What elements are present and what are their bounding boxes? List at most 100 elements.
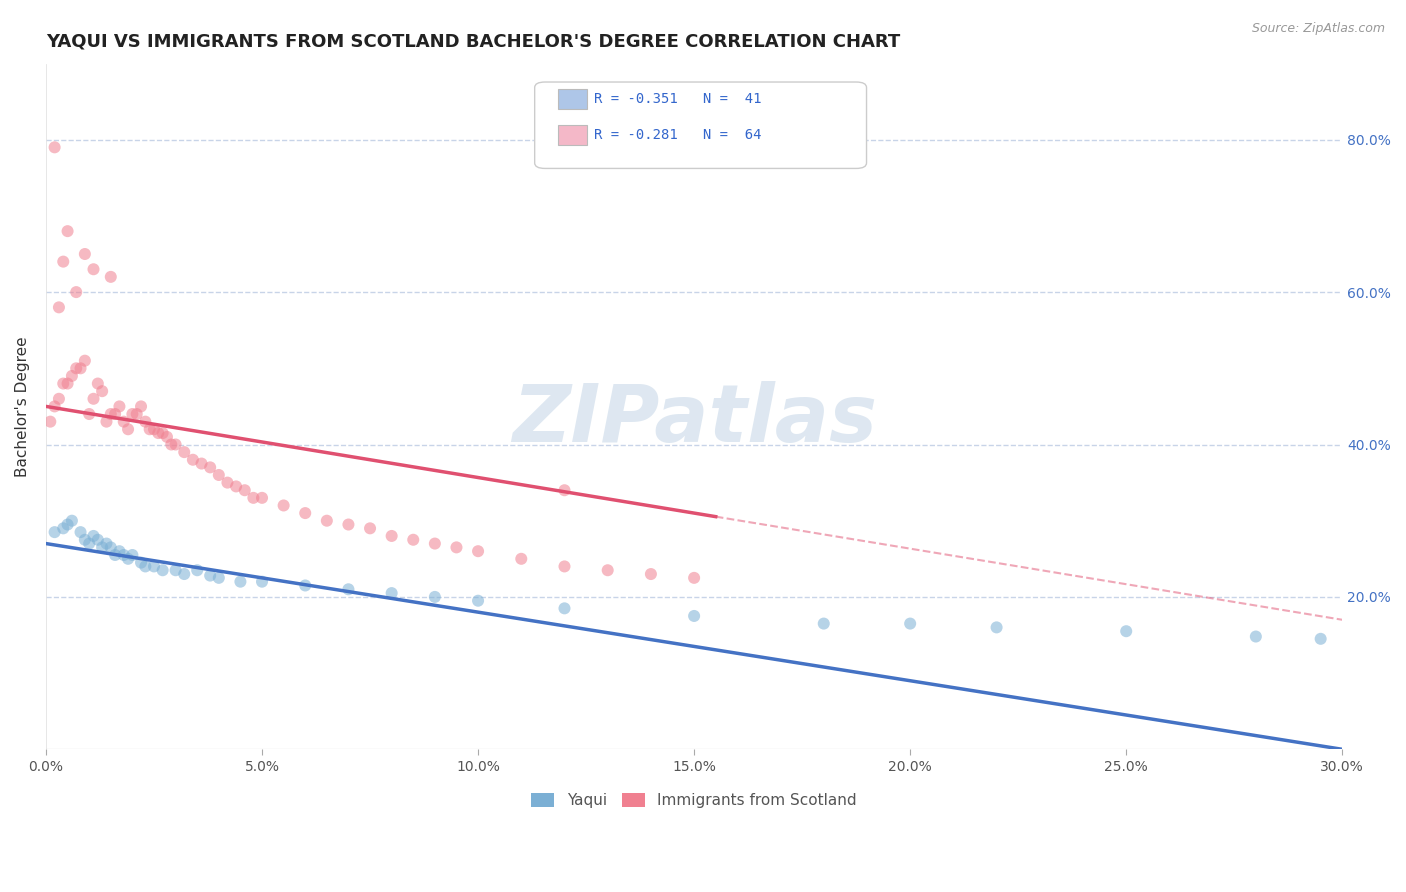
Point: [52, 254, 75, 268]
Point: [44, 525, 66, 540]
Point: [138, 422, 160, 436]
Point: [143, 422, 166, 436]
Point: [208, 467, 231, 482]
Point: [104, 548, 127, 562]
Point: [683, 609, 706, 624]
Point: [165, 563, 187, 577]
Text: YAQUI VS IMMIGRANTS FROM SCOTLAND BACHELOR'S DEGREE CORRELATION CHART: YAQUI VS IMMIGRANTS FROM SCOTLAND BACHEL…: [46, 33, 900, 51]
Point: [1115, 624, 1137, 639]
Text: ZIPatlas: ZIPatlas: [512, 381, 876, 459]
Point: [225, 479, 247, 493]
Point: [553, 483, 575, 498]
FancyBboxPatch shape: [558, 125, 586, 145]
Point: [229, 574, 252, 589]
FancyBboxPatch shape: [534, 82, 866, 169]
Point: [143, 559, 166, 574]
Point: [294, 578, 316, 592]
Point: [165, 437, 187, 451]
Point: [73, 247, 96, 261]
Point: [250, 491, 273, 505]
Point: [87, 376, 110, 391]
Point: [423, 590, 446, 604]
Point: [402, 533, 425, 547]
Legend: Yaqui, Immigrants from Scotland: Yaqui, Immigrants from Scotland: [526, 787, 863, 814]
Point: [100, 407, 122, 421]
Point: [121, 407, 143, 421]
Point: [337, 582, 360, 597]
Point: [152, 426, 174, 441]
Point: [683, 571, 706, 585]
Point: [134, 415, 156, 429]
Point: [52, 521, 75, 535]
Point: [112, 548, 135, 562]
Text: R = -0.351   N =  41: R = -0.351 N = 41: [595, 92, 762, 106]
Point: [65, 361, 87, 376]
Point: [553, 559, 575, 574]
Point: [96, 415, 118, 429]
Point: [100, 541, 122, 555]
Point: [48, 392, 70, 406]
Point: [100, 269, 122, 284]
Text: Source: ZipAtlas.com: Source: ZipAtlas.com: [1251, 22, 1385, 36]
Point: [117, 422, 139, 436]
Point: [898, 616, 921, 631]
Point: [129, 400, 152, 414]
Point: [190, 457, 212, 471]
Point: [73, 533, 96, 547]
Point: [125, 407, 148, 421]
Point: [294, 506, 316, 520]
Point: [60, 514, 83, 528]
Point: [553, 601, 575, 615]
Point: [198, 460, 221, 475]
Point: [1244, 630, 1267, 644]
Point: [117, 551, 139, 566]
Point: [1309, 632, 1331, 646]
Point: [77, 536, 100, 550]
Point: [596, 563, 619, 577]
Point: [44, 140, 66, 154]
Point: [112, 415, 135, 429]
Point: [91, 541, 114, 555]
Point: [233, 483, 256, 498]
Point: [108, 544, 131, 558]
Point: [104, 407, 127, 421]
Point: [121, 548, 143, 562]
Point: [77, 407, 100, 421]
Point: [56, 224, 79, 238]
Point: [381, 586, 404, 600]
Point: [423, 536, 446, 550]
Point: [986, 620, 1008, 634]
Point: [60, 368, 83, 383]
Point: [640, 567, 662, 582]
Point: [186, 563, 208, 577]
Point: [160, 437, 183, 451]
Point: [813, 616, 835, 631]
Point: [96, 536, 118, 550]
Point: [48, 301, 70, 315]
Point: [56, 376, 79, 391]
Point: [250, 574, 273, 589]
Point: [173, 445, 195, 459]
Point: [83, 392, 105, 406]
Point: [52, 376, 75, 391]
Point: [39, 415, 62, 429]
Point: [83, 262, 105, 277]
Point: [446, 541, 468, 555]
FancyBboxPatch shape: [558, 89, 586, 110]
Point: [315, 514, 337, 528]
Point: [467, 544, 489, 558]
Point: [198, 568, 221, 582]
Point: [148, 426, 170, 441]
Point: [510, 551, 533, 566]
Point: [381, 529, 404, 543]
Point: [69, 361, 91, 376]
Point: [65, 285, 87, 299]
Point: [152, 563, 174, 577]
Point: [129, 556, 152, 570]
Point: [156, 430, 179, 444]
Point: [337, 517, 360, 532]
Text: R = -0.281   N =  64: R = -0.281 N = 64: [595, 128, 762, 142]
Point: [44, 400, 66, 414]
Point: [217, 475, 239, 490]
Y-axis label: Bachelor's Degree: Bachelor's Degree: [15, 336, 30, 476]
